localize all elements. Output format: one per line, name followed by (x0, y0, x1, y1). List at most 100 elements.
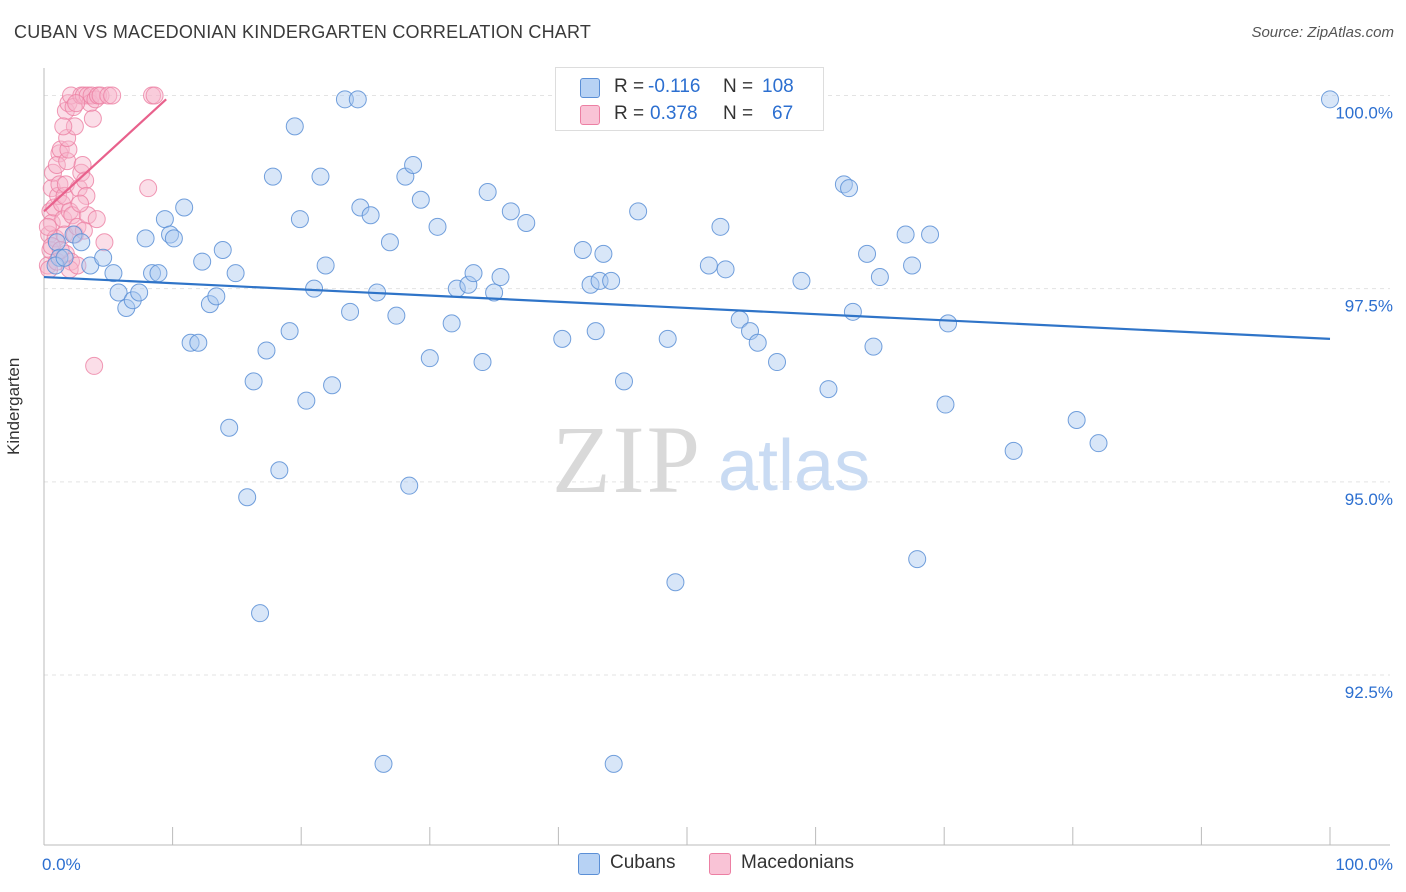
cubans-point (921, 225, 940, 244)
cubans-point (666, 573, 685, 592)
cubans-point (164, 229, 183, 248)
macedonians-legend-label: Macedonians (741, 852, 855, 873)
cubans-point (207, 287, 226, 306)
macedonians-point (54, 210, 73, 229)
cubans-point (908, 550, 927, 569)
cubans-point (311, 167, 330, 186)
cubans-point (238, 488, 257, 507)
macedonians-point (103, 86, 122, 105)
cubans-point (411, 190, 430, 209)
cubans-point (843, 302, 862, 321)
cubans-point (181, 333, 200, 352)
macedonians-point (145, 86, 164, 105)
cubans-point (604, 754, 623, 773)
cubans-point (72, 233, 91, 252)
macedonians-point (77, 186, 96, 205)
cubans-point (903, 256, 922, 275)
cubans-point (420, 349, 439, 368)
cubans-trend-line (43, 275, 1331, 340)
macedonians-point (58, 152, 77, 171)
cubans-point (297, 391, 316, 410)
macedonians-point (73, 156, 92, 174)
correlation-legend: R = -0.116 N = 108 R = 0.378 N = 67 (555, 67, 824, 131)
cubans-point (200, 295, 219, 314)
cubans-point (109, 283, 128, 302)
cubans-point (341, 302, 360, 321)
legend-n-label: N = (723, 76, 754, 97)
cubans-point (858, 244, 877, 263)
macedonians-point (67, 94, 86, 113)
macedonians-n-value: 67 (772, 103, 794, 124)
macedonians-point (95, 233, 114, 252)
macedonians-point (99, 86, 118, 105)
x-tick-label: 100.0% (1335, 855, 1393, 874)
cubans-point (792, 271, 811, 290)
cubans-point (1067, 411, 1086, 429)
cubans-point (351, 198, 370, 217)
cubans-point (711, 217, 730, 236)
watermark: ZIP atlas (552, 406, 870, 513)
cubans-point (400, 476, 419, 495)
y-tick-label: 100.0% (1335, 103, 1393, 122)
source-credit: Source: ZipAtlas.com (1251, 24, 1394, 41)
cubans-point (594, 244, 613, 263)
cubans-point (586, 322, 605, 341)
macedonians-point (87, 210, 106, 229)
cubans-point (478, 183, 497, 202)
cubans-point (748, 333, 767, 352)
cubans-n-value: 108 (762, 76, 794, 97)
macedonians-point (74, 221, 93, 240)
cubans-point (335, 90, 354, 109)
cubans-point (491, 268, 510, 287)
cubans-point (220, 418, 239, 437)
macedonians-point (83, 109, 102, 128)
macedonians-point (50, 175, 69, 194)
cubans-point (553, 329, 572, 348)
macedonians-point (139, 179, 158, 198)
macedonians-swatch (580, 105, 600, 125)
cubans-point (614, 372, 633, 391)
cubans-point (374, 754, 393, 773)
legend-row-cubans: R = -0.116 N = 108 (556, 73, 823, 101)
cubans-point (323, 376, 342, 395)
cubans-point (573, 241, 592, 259)
macedonians-point (51, 140, 70, 159)
cubans-point (428, 217, 447, 236)
macedonians-point (59, 140, 78, 159)
watermark-zip: ZIP (552, 406, 702, 513)
macedonians-point (54, 117, 73, 136)
cubans-point (768, 353, 787, 372)
cubans-point (473, 353, 492, 372)
cubans-point (316, 256, 335, 275)
cubans-point (380, 233, 399, 252)
cubans-point (1321, 90, 1339, 109)
cubans-point (716, 260, 735, 279)
cubans-point (939, 314, 958, 333)
cubans-legend-swatch (578, 853, 600, 875)
cubans-point (819, 380, 838, 399)
macedonians-trend-line (43, 98, 167, 213)
trend-lines (43, 98, 1331, 340)
chart-title: CUBAN VS MACEDONIAN KINDERGARTEN CORRELA… (14, 22, 592, 42)
cubans-point (485, 283, 504, 302)
cubans-point (257, 341, 276, 360)
y-axis-label: Kindergarten (4, 357, 23, 455)
cubans-point (136, 229, 155, 248)
y-tick-label: 92.5% (1345, 683, 1393, 702)
cubans-point (155, 210, 174, 229)
cubans-point (290, 210, 309, 229)
cubans-point (459, 275, 478, 294)
cubans-point (213, 241, 232, 259)
cubans-point (123, 291, 142, 310)
legend-r-label: R = (614, 103, 645, 124)
cubans-point (104, 264, 123, 283)
macedonians-legend-swatch (709, 853, 731, 875)
cubans-point (896, 225, 915, 244)
macedonians-point (71, 194, 90, 213)
cubans-point (280, 322, 299, 341)
cubans-point (348, 90, 367, 109)
cubans-point (699, 256, 718, 275)
cubans-point (117, 298, 136, 317)
cubans-point (1089, 434, 1108, 453)
cubans-point (501, 202, 520, 221)
